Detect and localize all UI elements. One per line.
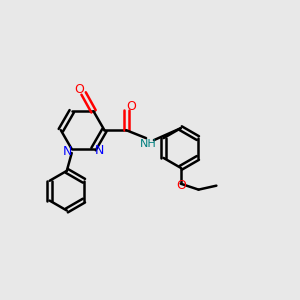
- Text: O: O: [126, 100, 136, 113]
- Text: N: N: [63, 145, 73, 158]
- Text: O: O: [176, 179, 186, 192]
- Text: O: O: [75, 83, 85, 96]
- Text: NH: NH: [140, 139, 156, 149]
- Text: N: N: [95, 144, 104, 157]
